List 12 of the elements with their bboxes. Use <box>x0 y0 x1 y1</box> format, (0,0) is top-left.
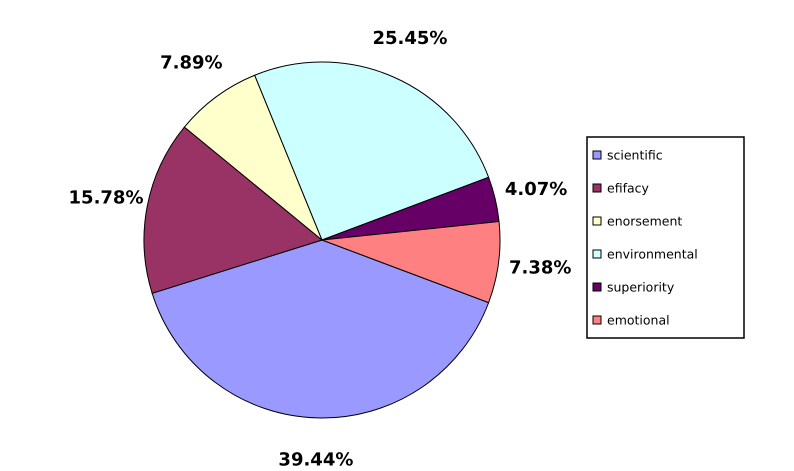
data-label: 4.07% <box>504 178 568 200</box>
legend-label: scientific <box>607 148 663 162</box>
legend-label: superiority <box>607 280 675 294</box>
legend-label: emotional <box>607 312 670 328</box>
data-label: 15.78% <box>68 188 144 209</box>
legend-label: efifacy <box>607 180 650 196</box>
legend-label: enorsement <box>607 214 682 228</box>
data-label: 39.44% <box>278 449 354 470</box>
data-label: 7.38% <box>508 258 572 279</box>
legend-label: environmental <box>607 246 698 262</box>
data-label: 25.45% <box>372 28 448 49</box>
data-label: 7.89% <box>160 52 223 74</box>
